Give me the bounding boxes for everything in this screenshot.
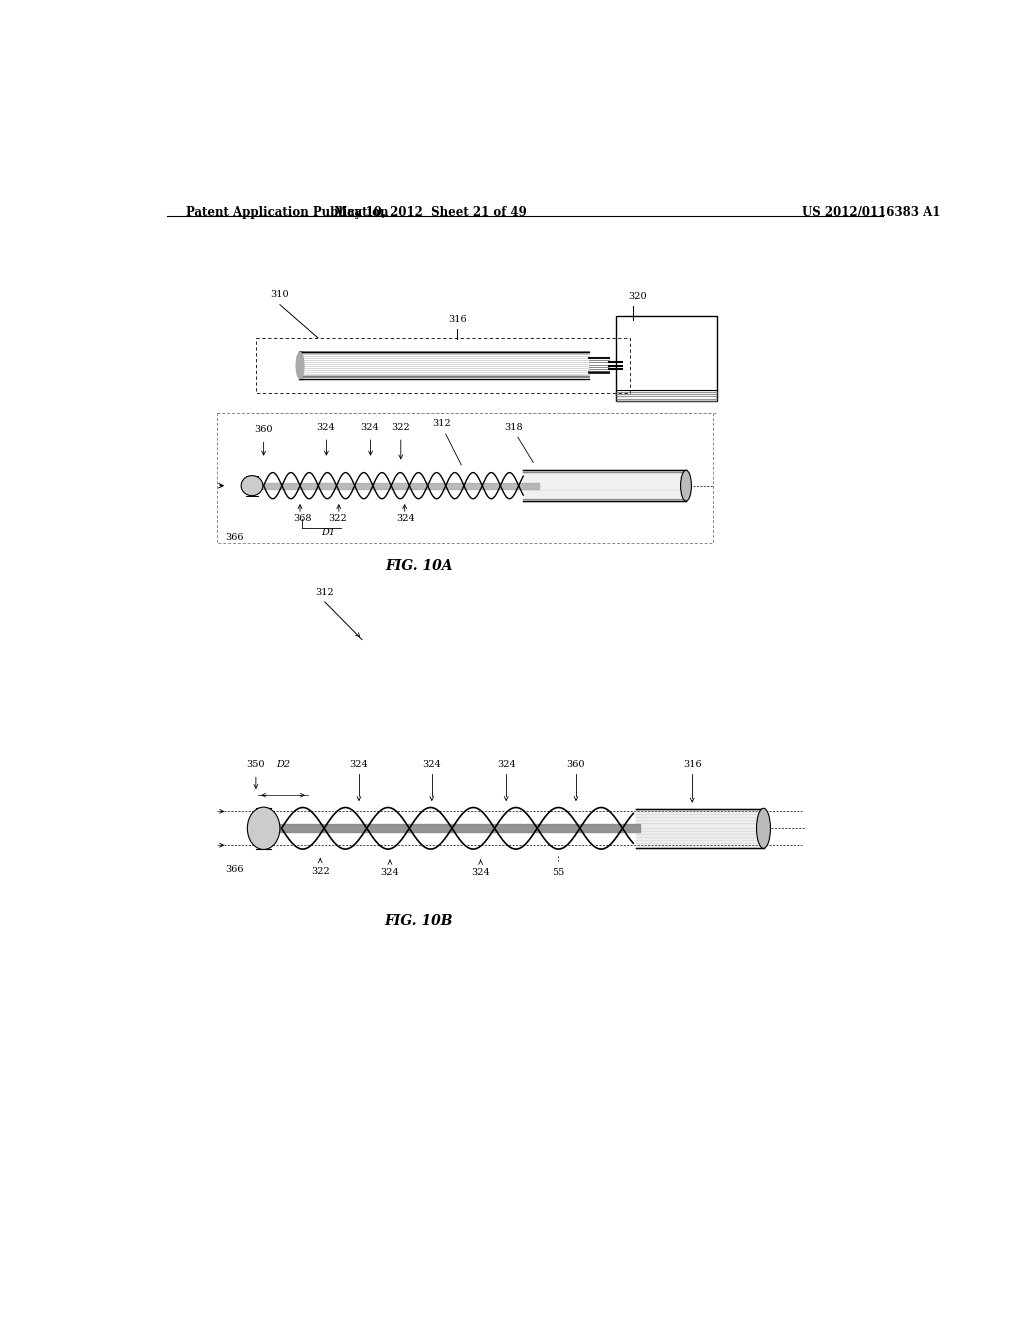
Text: FIG. 10B: FIG. 10B bbox=[384, 913, 453, 928]
Text: 316: 316 bbox=[449, 315, 467, 323]
Text: 322: 322 bbox=[328, 515, 347, 523]
Text: 320: 320 bbox=[628, 292, 646, 301]
Text: 324: 324 bbox=[381, 869, 399, 878]
Text: 324: 324 bbox=[349, 760, 369, 770]
Text: 312: 312 bbox=[432, 418, 452, 428]
Ellipse shape bbox=[681, 470, 691, 502]
Text: 360: 360 bbox=[254, 425, 272, 434]
Text: 324: 324 bbox=[316, 422, 335, 432]
Text: 324: 324 bbox=[471, 869, 490, 878]
Text: 312: 312 bbox=[315, 589, 334, 598]
Ellipse shape bbox=[757, 808, 770, 849]
Text: 310: 310 bbox=[270, 290, 289, 300]
Text: 322: 322 bbox=[391, 422, 411, 432]
Text: 318: 318 bbox=[505, 422, 523, 432]
Text: May 10, 2012  Sheet 21 of 49: May 10, 2012 Sheet 21 of 49 bbox=[334, 206, 526, 219]
Text: Patent Application Publication: Patent Application Publication bbox=[186, 206, 389, 219]
Text: 322: 322 bbox=[311, 867, 330, 875]
Text: FIG. 10A: FIG. 10A bbox=[385, 560, 453, 573]
Text: 350: 350 bbox=[247, 760, 265, 770]
Ellipse shape bbox=[248, 807, 280, 850]
Ellipse shape bbox=[241, 475, 263, 496]
Text: 324: 324 bbox=[497, 760, 515, 770]
Text: US 2012/0116383 A1: US 2012/0116383 A1 bbox=[802, 206, 941, 219]
Ellipse shape bbox=[296, 352, 304, 379]
Text: 55: 55 bbox=[552, 869, 564, 878]
Text: D2: D2 bbox=[275, 760, 290, 770]
Text: 366: 366 bbox=[225, 533, 244, 543]
Text: 368: 368 bbox=[293, 515, 311, 523]
Text: 316: 316 bbox=[683, 760, 701, 770]
Text: 324: 324 bbox=[423, 760, 441, 770]
Text: 324: 324 bbox=[396, 515, 415, 523]
Text: 360: 360 bbox=[566, 760, 585, 770]
Text: 324: 324 bbox=[360, 422, 379, 432]
Text: 366: 366 bbox=[225, 866, 244, 874]
Bar bbox=[616, 317, 717, 401]
Text: D1: D1 bbox=[321, 528, 335, 537]
